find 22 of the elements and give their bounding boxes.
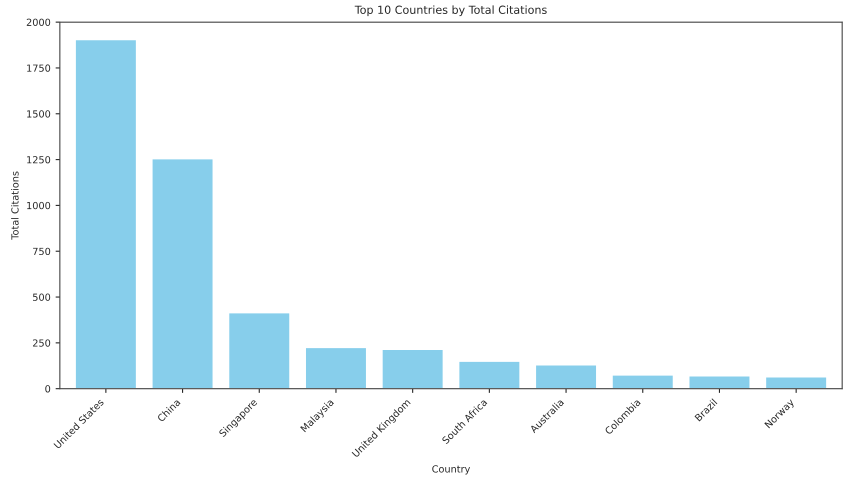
bar [381,348,444,389]
bar [458,360,521,389]
y-tick-label: 750 [33,248,50,256]
y-tick-label: 0 [45,385,50,393]
y-tick-label: 1000 [27,202,50,210]
chart-title: Top 10 Countries by Total Citations [354,5,547,16]
bar [534,364,598,389]
bar [611,374,674,389]
x-axis-title: Country [432,465,470,475]
y-tick-label: 1250 [27,156,50,164]
y-axis-title: Total Citations [11,172,19,240]
y-tick-label: 1750 [27,64,50,72]
bar [764,376,828,389]
bar [228,312,291,389]
y-tick-label: 1500 [27,110,50,118]
y-tick-label: 250 [32,339,50,347]
bar [151,158,214,389]
bar [688,375,751,389]
bar [304,346,368,389]
bar [74,38,138,389]
y-tick-label: 500 [33,294,50,301]
y-tick-label: 2000 [26,18,50,26]
